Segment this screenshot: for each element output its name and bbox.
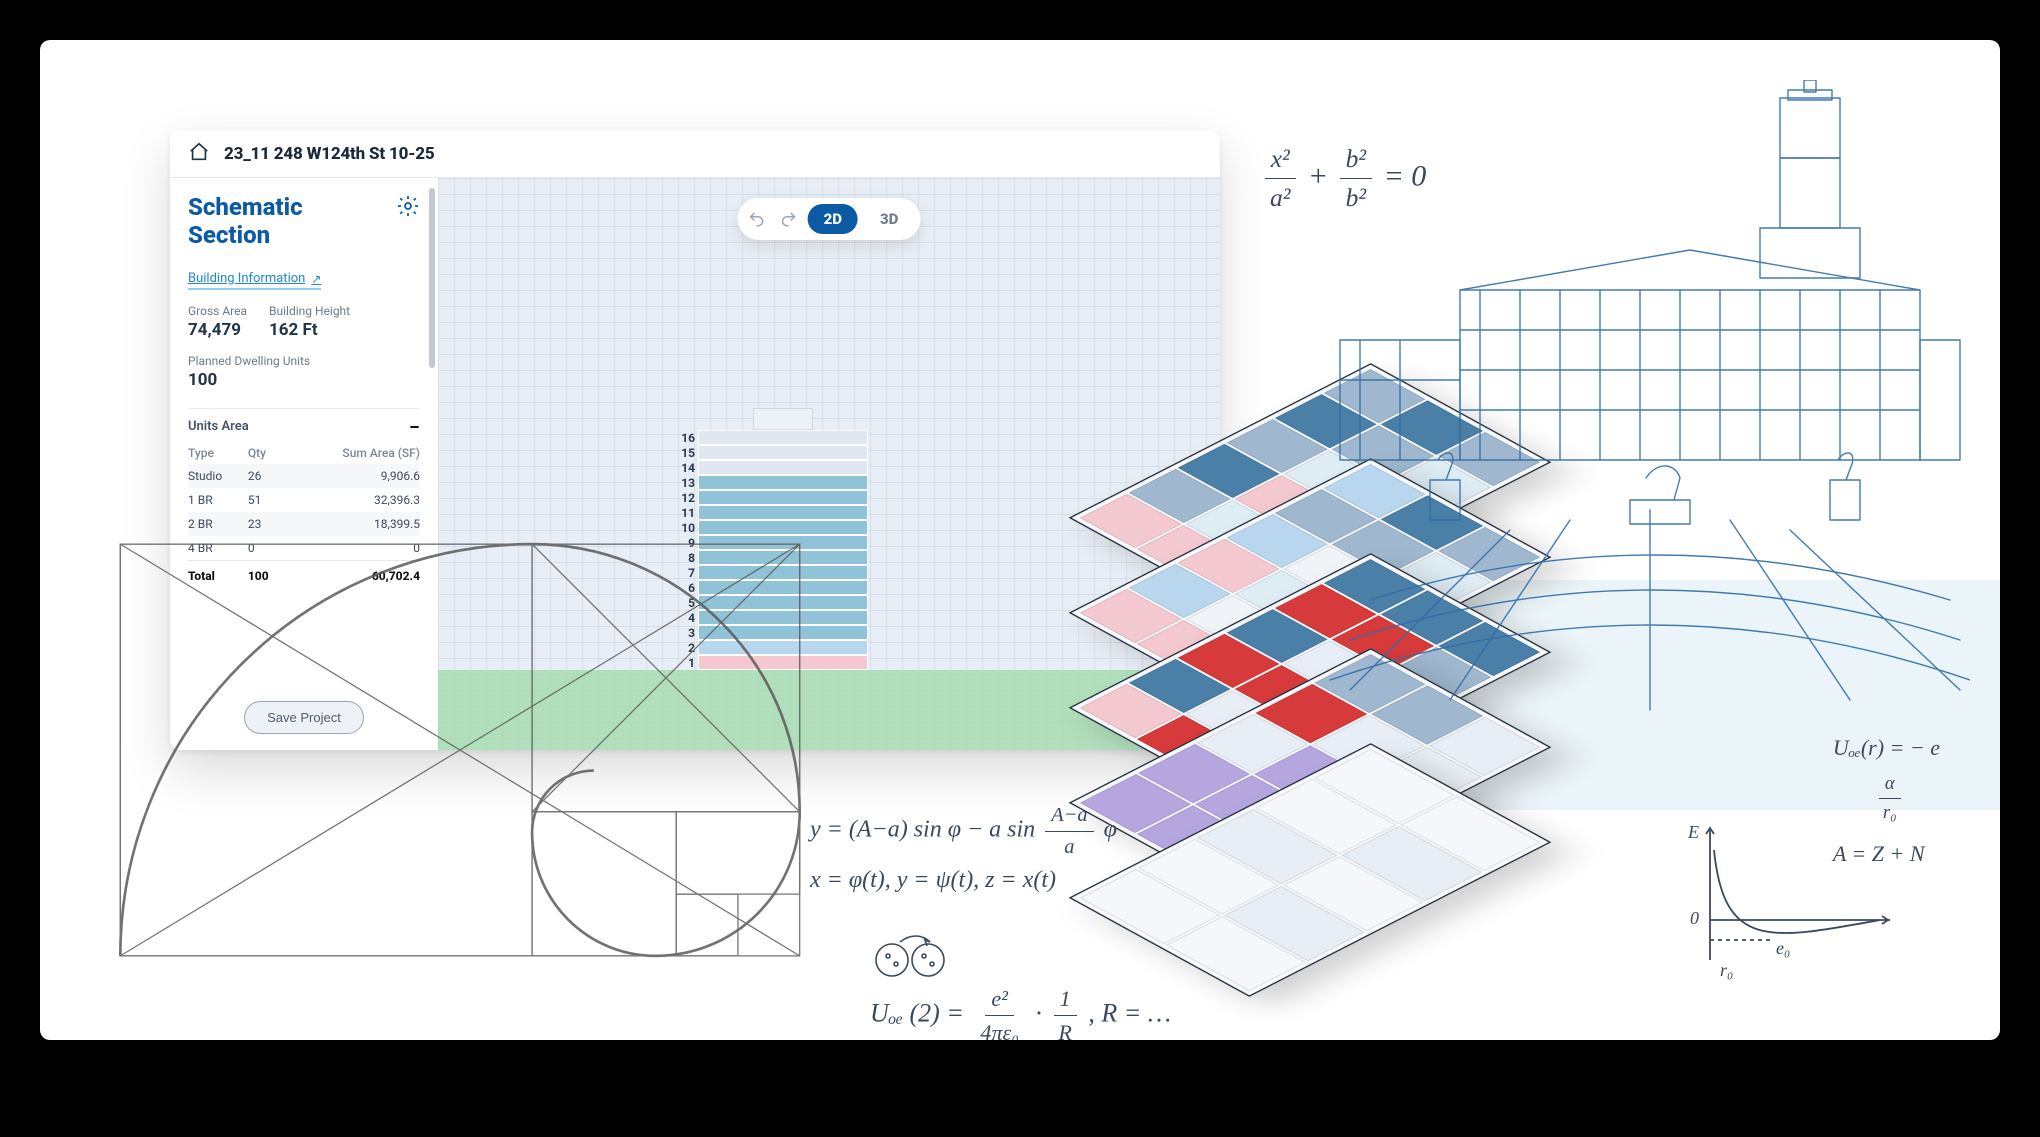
view-2d-button[interactable]: 2D <box>808 204 858 234</box>
floor-label: 13 <box>673 476 695 490</box>
undo-icon[interactable] <box>744 206 770 232</box>
col-qty: Qty <box>248 442 284 464</box>
equation-top-right: x²a² + b²b² = 0 <box>1260 140 1426 218</box>
col-type: Type <box>188 442 248 464</box>
gross-area-value: 74,479 <box>188 320 247 340</box>
golden-ratio-diagram <box>110 530 810 970</box>
panel-title-line2: Section <box>188 222 303 250</box>
collapse-icon[interactable]: − <box>409 422 420 432</box>
col-area: Sum Area (SF) <box>284 442 420 464</box>
equation-potential: Uₒₑ (2) = e²4πε₀ · 1R , R = … <box>870 930 1171 1040</box>
floor-slab[interactable]: 12 <box>698 490 868 505</box>
penthouse-block <box>753 408 813 430</box>
view-toggle: 2D 3D <box>738 198 921 240</box>
home-icon[interactable] <box>188 141 210 167</box>
panel-title: Schematic <box>188 194 303 222</box>
units-area-header[interactable]: Units Area − <box>188 408 420 434</box>
redo-icon[interactable] <box>776 206 802 232</box>
floor-label: 12 <box>673 491 695 505</box>
breadcrumb: 23_11 248 W124th St 10-25 <box>224 144 434 164</box>
view-3d-button[interactable]: 3D <box>864 204 914 234</box>
floor-slab[interactable]: 16 <box>698 430 868 445</box>
floor-slab[interactable]: 15 <box>698 445 868 460</box>
scrollbar-thumb[interactable] <box>429 188 435 368</box>
external-link-icon: ↗ <box>311 272 321 286</box>
pdu-value: 100 <box>188 370 310 390</box>
svg-text:0: 0 <box>1690 908 1699 928</box>
table-row: Studio269,906.6 <box>188 464 420 488</box>
gear-icon[interactable] <box>396 194 420 222</box>
table-row: 1 BR5132,396.3 <box>188 488 420 512</box>
building-height-label: Building Height <box>269 304 350 318</box>
canvas: 23_11 248 W124th St 10-25 Schematic Sect… <box>40 40 2000 1040</box>
floor-slab[interactable]: 11 <box>698 505 868 520</box>
gross-area-label: Gross Area <box>188 304 247 318</box>
svg-text:e₀: e₀ <box>1776 938 1790 958</box>
floor-label: 16 <box>673 431 695 445</box>
graph-annotations: Uₒₑ(r) = − e αr₀ A = Z + N <box>1833 731 1940 870</box>
floor-slab[interactable]: 13 <box>698 475 868 490</box>
svg-text:r₀: r₀ <box>1720 960 1733 980</box>
floor-label: 14 <box>673 461 695 475</box>
equation-parametric: y = (A−a) sin φ − a sin A−aa φ x = φ(t),… <box>810 800 1117 898</box>
svg-text:E: E <box>1687 822 1699 842</box>
units-area-label: Units Area <box>188 419 249 434</box>
building-info-link[interactable]: Building Information ↗ <box>188 271 321 290</box>
floor-label: 15 <box>673 446 695 460</box>
building-info-link-label: Building Information <box>188 271 305 286</box>
building-height-value: 162 Ft <box>269 320 350 340</box>
floor-label: 11 <box>673 506 695 520</box>
pdu-label: Planned Dwelling Units <box>188 354 310 368</box>
app-header: 23_11 248 W124th St 10-25 <box>170 130 1220 178</box>
floor-slab[interactable]: 14 <box>698 460 868 475</box>
